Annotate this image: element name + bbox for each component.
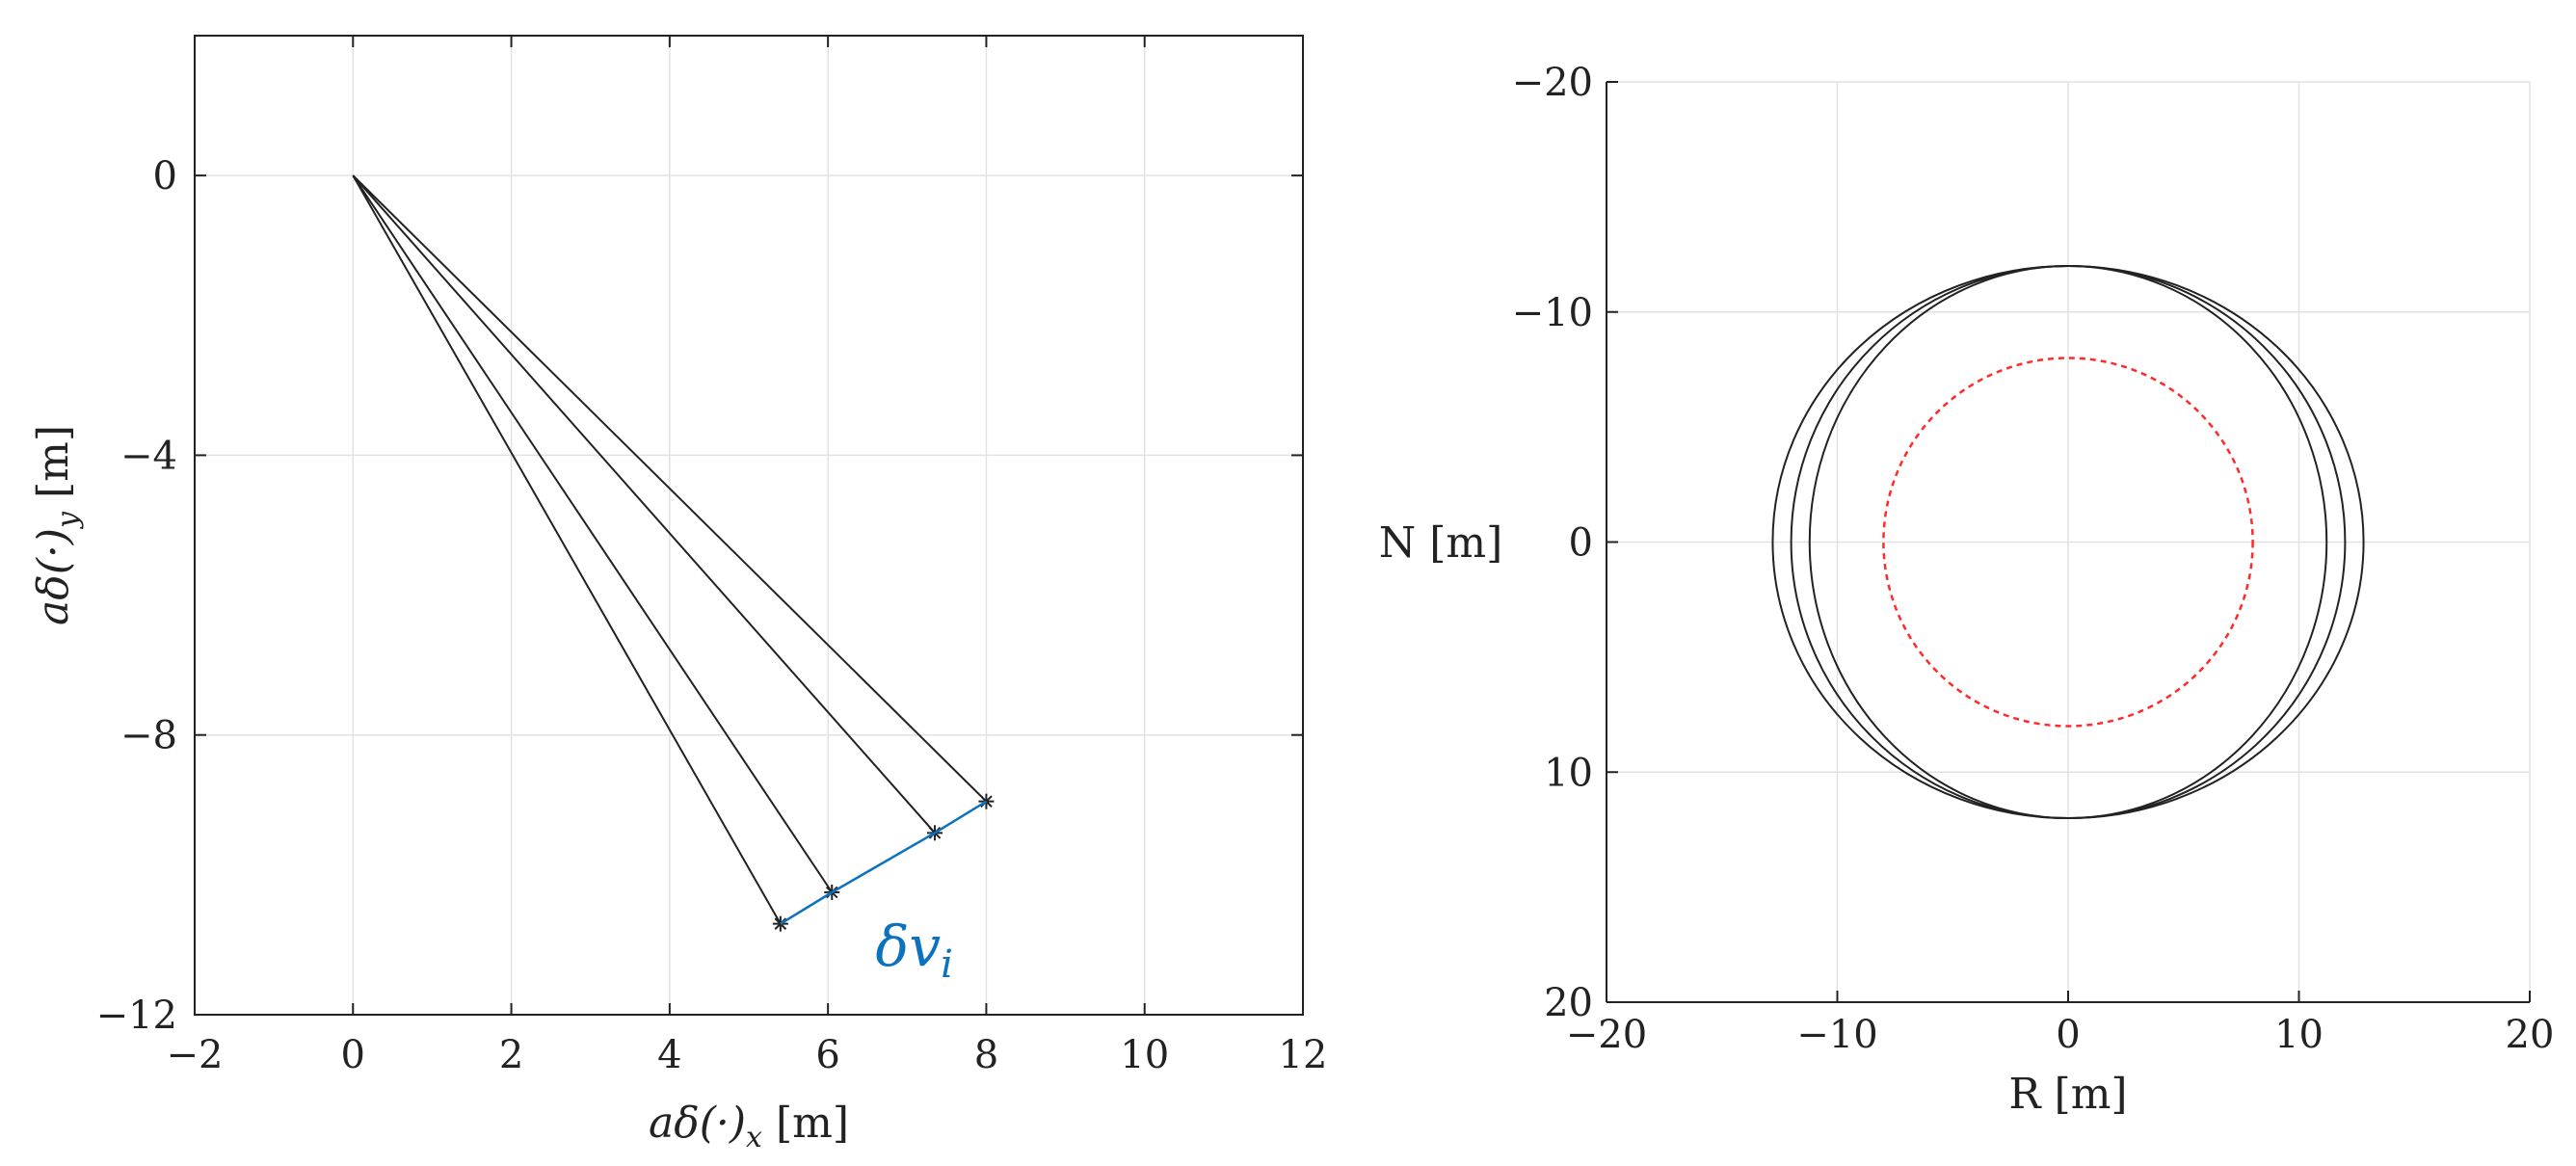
left-series	[352, 174, 988, 925]
left-x-axis-label-unit: [m]	[776, 1099, 849, 1148]
right-x-tick-label-1: −10	[1796, 1013, 1877, 1057]
left-x-tick-label-1: 0	[341, 1033, 365, 1077]
left-y-tick-label-3: −12	[96, 994, 177, 1038]
delta-v-annotation: δvi	[875, 914, 952, 987]
left-tick-labels: −2 0 2 4 6 8 10 12 0 −4 −8 −12	[96, 154, 1328, 1077]
left-x-tick-label-6: 10	[1120, 1033, 1169, 1077]
left-x-tick-label-0: −2	[167, 1033, 224, 1077]
left-series-line-0	[352, 174, 782, 925]
left-x-tick-label-2: 2	[499, 1033, 523, 1077]
left-plot: −2 0 2 4 6 8 10 120−4−8−12 δvi aδ(·)x [m] aδ(·)y…	[29, 35, 1328, 1154]
right-ellipses	[1771, 265, 2365, 819]
left-x-axis-label: aδ(·)x [m]	[649, 1099, 849, 1154]
right-y-tick-label-4: 20	[1544, 981, 1593, 1025]
right-y-axis-label: N [m]	[1379, 518, 1503, 568]
left-y-axis-label-unit: [m]	[29, 425, 78, 498]
right-x-tick-label-2: 0	[2056, 1013, 2080, 1057]
delta-v-annotation-sub: i	[941, 942, 953, 987]
delta-v-arrow-1	[831, 832, 936, 894]
right-dashed-circle-3	[1882, 357, 2254, 728]
right-grid	[1606, 81, 2531, 1003]
right-x-axis-label: R [m]	[2008, 1070, 2127, 1119]
left-y-axis-label-sub: y	[51, 511, 85, 530]
right-y-tick-label-2: 0	[1569, 521, 1593, 566]
left-series-line-1	[352, 174, 834, 893]
left-x-tick-label-4: 6	[815, 1033, 839, 1077]
right-y-tick-label-3: 10	[1544, 751, 1593, 795]
right-ticks	[1606, 81, 2531, 1003]
delta-v-arrow-2	[934, 800, 988, 835]
left-ticks	[194, 36, 1304, 1016]
left-series-line-2	[352, 174, 936, 834]
left-x-tick-label-3: 4	[657, 1033, 681, 1077]
right-x-tick-label-0: −20	[1566, 1013, 1647, 1057]
right-x-tick-label-4: 20	[2506, 1013, 2555, 1057]
left-x-axis-label-main: aδ(·)	[649, 1099, 746, 1148]
left-y-tick-label-0: 0	[153, 154, 177, 199]
left-y-axis-label-main: aδ(·)	[29, 528, 78, 625]
left-y-tick-label-1: −4	[120, 434, 177, 478]
left-y-tick-label-2: −8	[120, 714, 177, 758]
left-x-tick-label-7: 12	[1279, 1033, 1328, 1077]
left-series-line-3	[352, 174, 988, 803]
delta-v-annotation-main: δv	[875, 914, 941, 979]
left-x-tick-label-5: 8	[974, 1033, 998, 1077]
left-x-axis-label-sub: x	[746, 1121, 762, 1154]
left-axes-box	[194, 35, 1304, 1016]
right-x-tick-label-3: 10	[2274, 1013, 2324, 1057]
left-y-axis-label: aδ(·)y [m]	[29, 425, 85, 625]
delta-v-arrow-0	[780, 890, 833, 925]
right-y-tick-label-0: −20	[1512, 61, 1593, 105]
left-arrows	[780, 800, 988, 925]
right-y-tick-label-1: −10	[1512, 291, 1593, 335]
right-ellipse-2	[1771, 265, 2365, 819]
